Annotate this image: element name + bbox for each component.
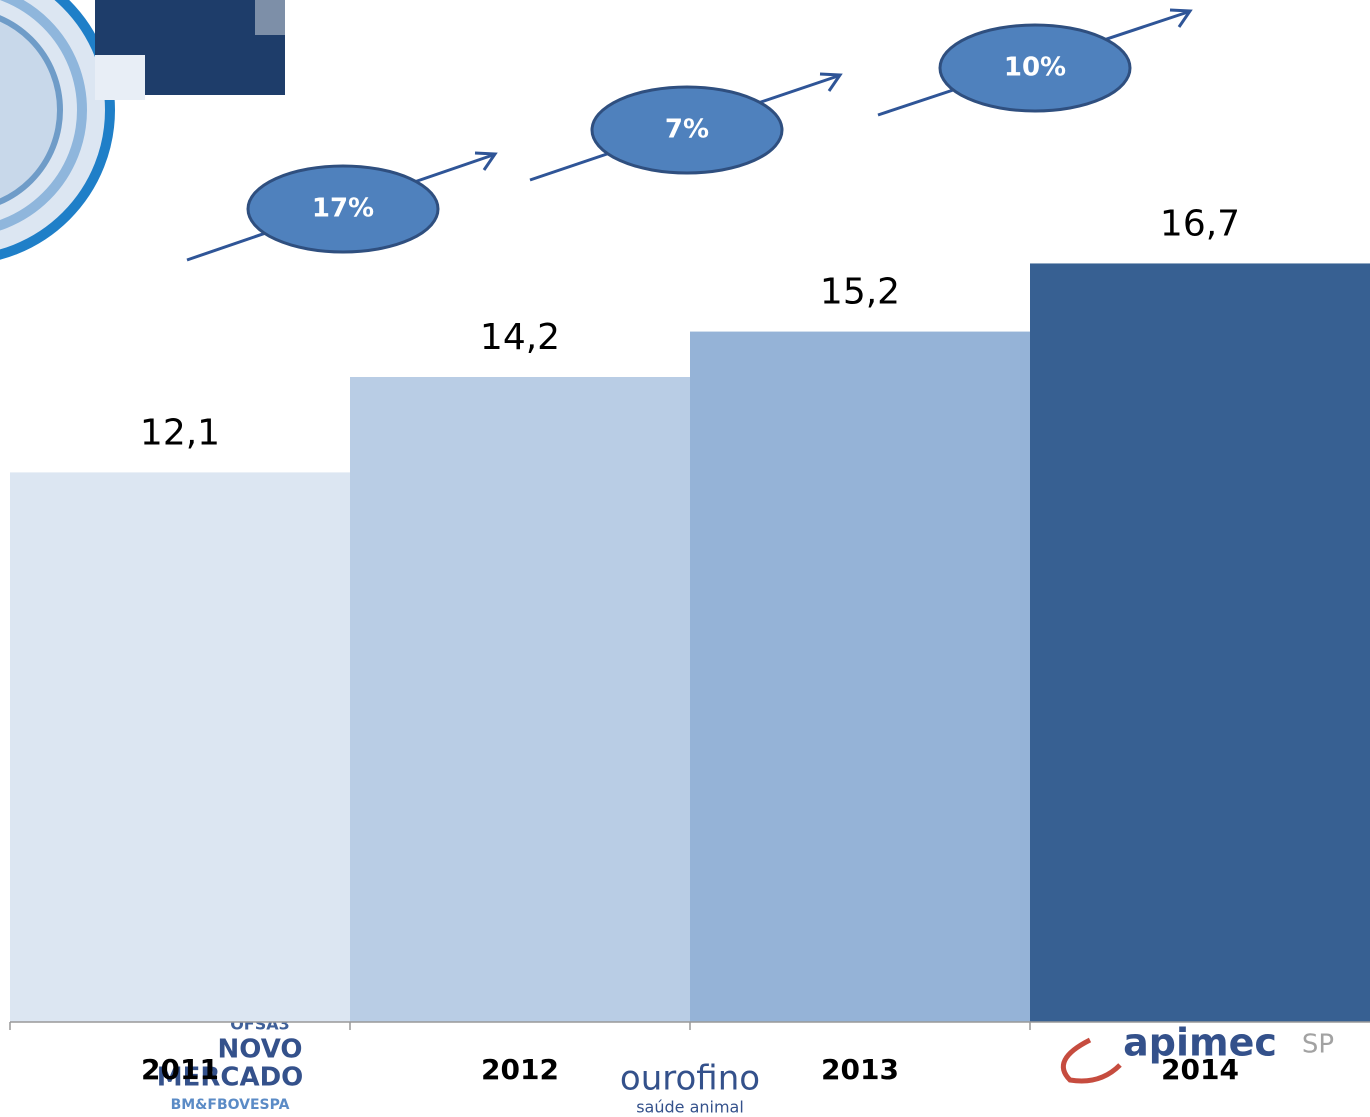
value-label: 12,1 [140,412,220,453]
growth-label: 10% [1004,53,1066,83]
logo-text: apimec [1123,1021,1277,1065]
plot: 12,1 14,2 15,2 16,7 2011 2012 2013 2014 [9,203,1370,1086]
bar [350,377,690,1022]
growth-arrows [186,8,1193,262]
bar [10,472,350,1022]
growth-label: 7% [665,115,709,145]
logo-text: NOVO [218,1035,303,1065]
logo-text: saúde animal [636,1098,744,1117]
logo-text: MERCADO [157,1063,304,1093]
bar [690,331,1030,1022]
logo-text: BM&FBOVESPA [171,1097,290,1113]
logo-mark [1060,1037,1122,1084]
x-tick-label: 2012 [481,1053,559,1086]
x-tick-label: 2011 [141,1053,219,1086]
bar [1030,263,1370,1023]
logo-text: ourofino [620,1059,760,1099]
value-label: 15,2 [820,272,900,313]
decoration [0,0,285,260]
value-label: 14,2 [480,317,560,358]
value-label: 16,7 [1160,203,1240,244]
x-tick-label: 2013 [821,1053,899,1086]
logos: OFSA3NOVOMERCADOBM&FBOVESPAourofinosaúde… [157,1015,1334,1117]
x-tick-label: 2014 [1161,1053,1239,1086]
logo-text: SP [1302,1030,1334,1060]
growth-label: 17% [312,194,374,224]
